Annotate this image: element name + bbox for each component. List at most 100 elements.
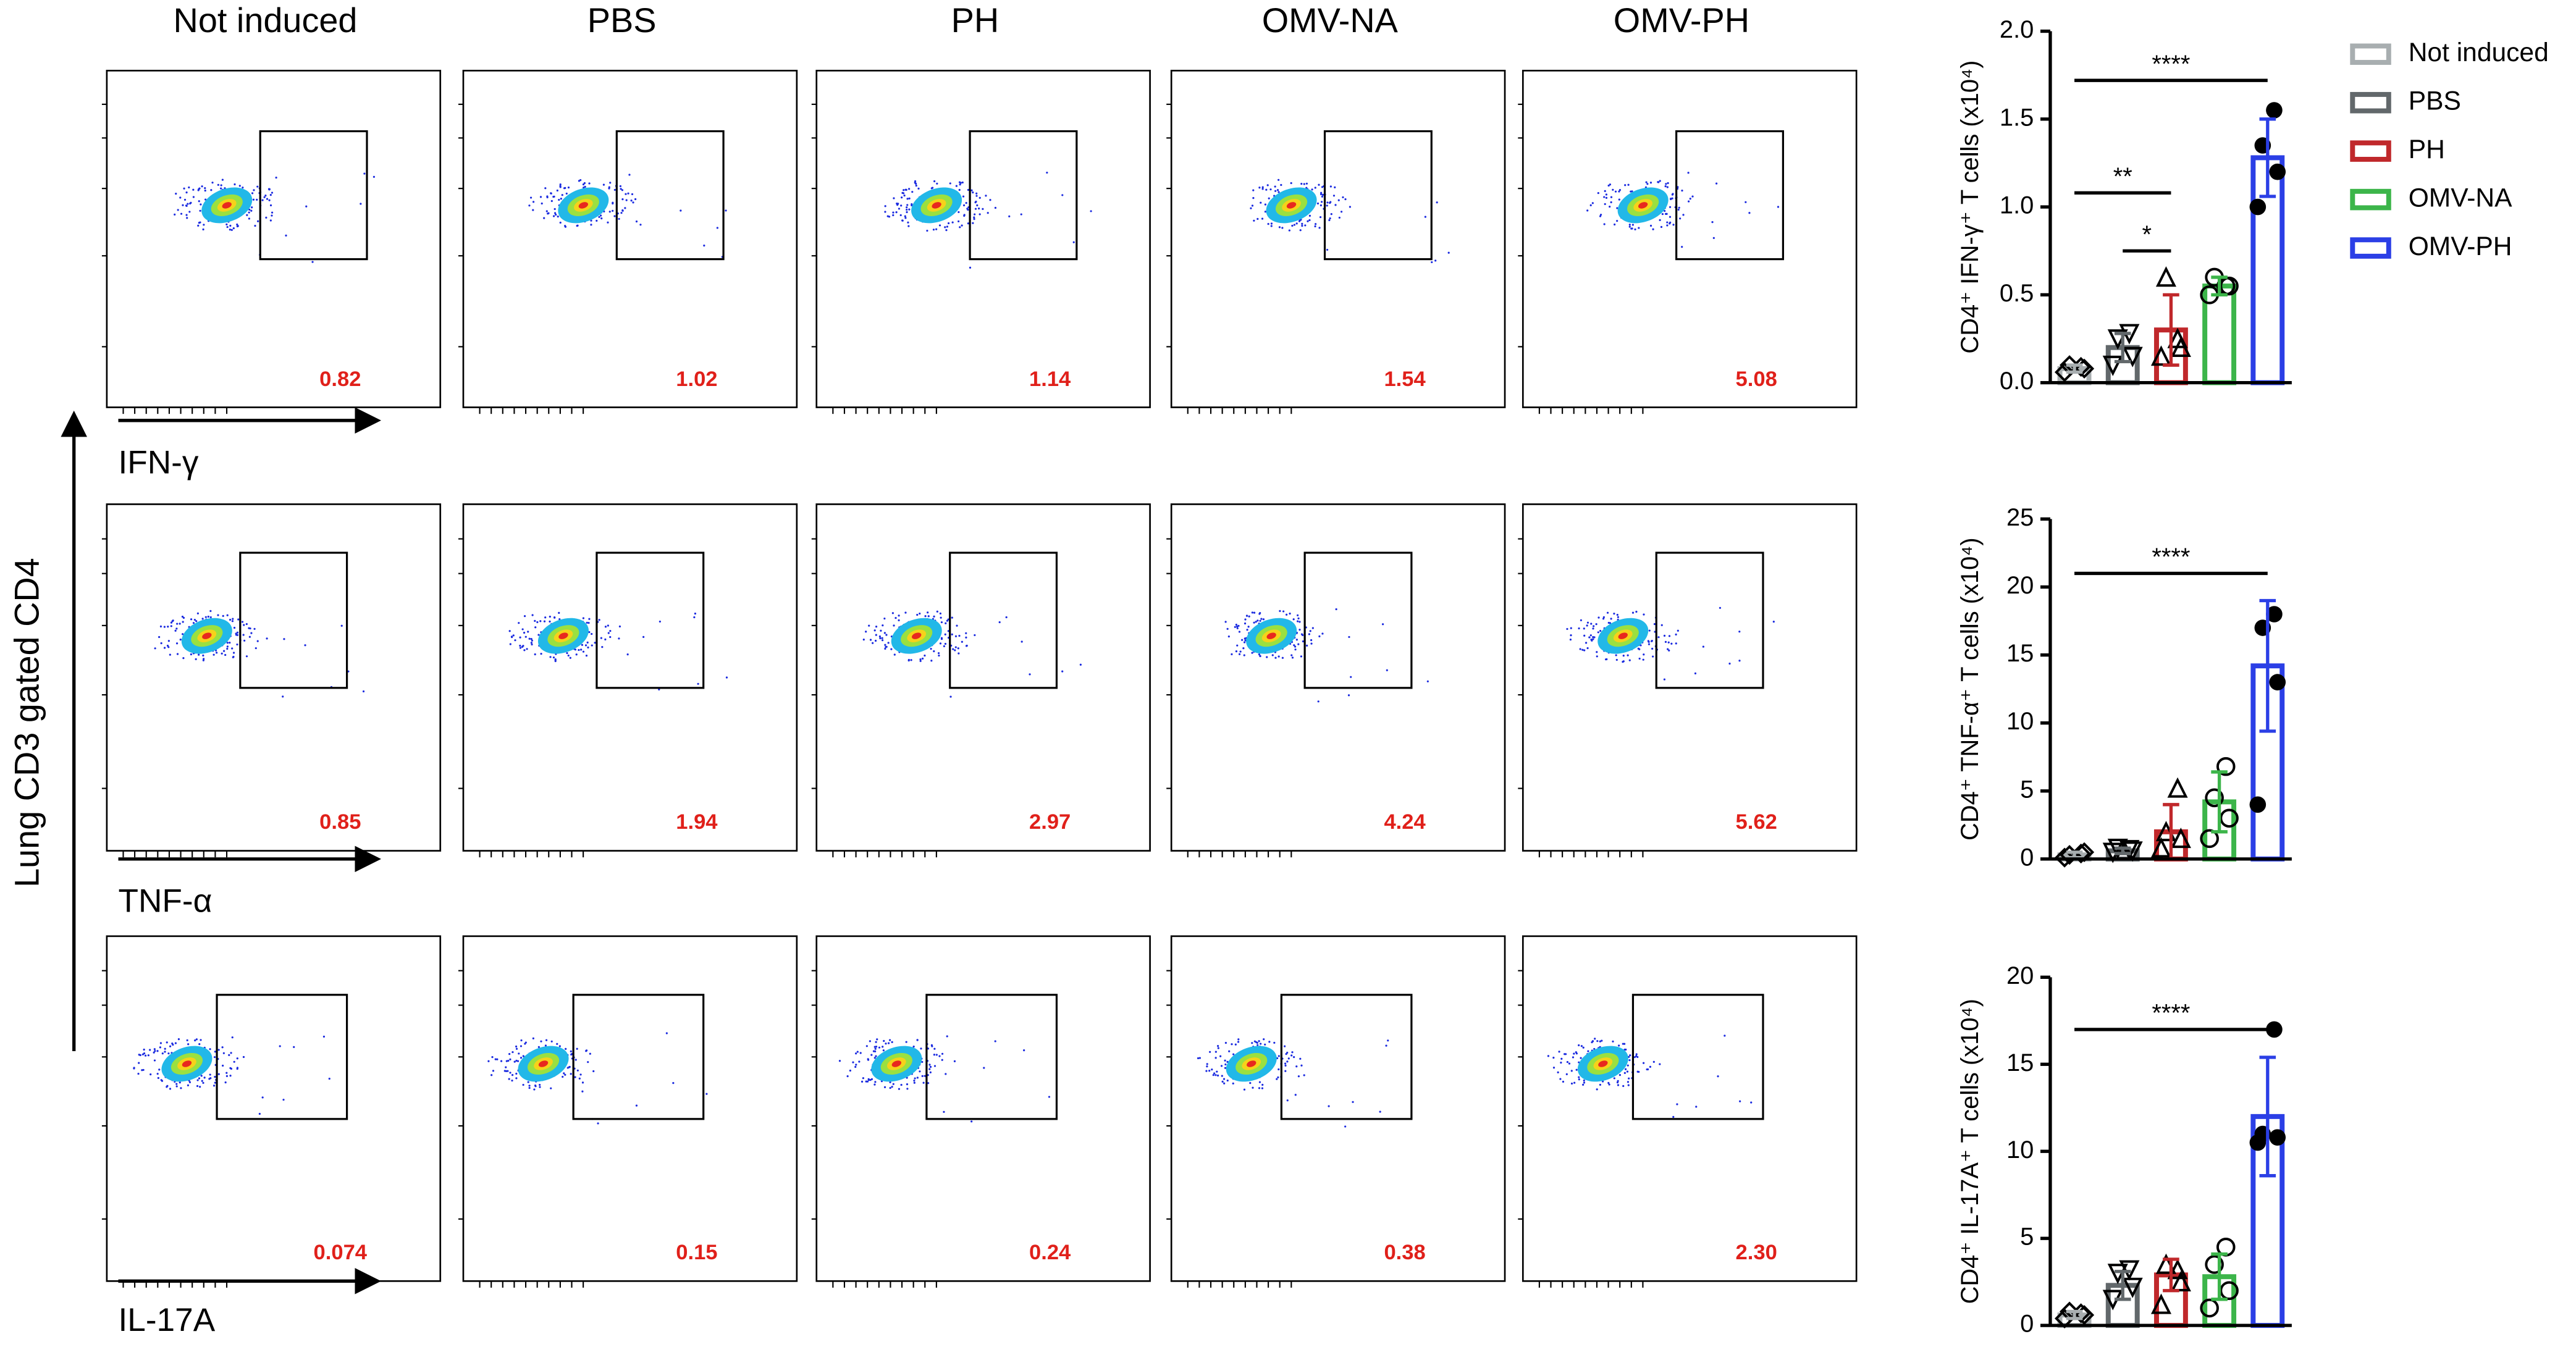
event-dot — [1672, 1115, 1675, 1118]
event-dot — [1602, 618, 1605, 620]
y-axis-label: CD4⁺ IFN-γ⁺ T cells (x10⁴) — [1956, 61, 1984, 354]
event-dot — [167, 640, 170, 642]
event-dot — [1292, 618, 1295, 621]
event-dot — [581, 1090, 584, 1093]
event-dot — [944, 642, 947, 645]
event-dot — [1596, 1088, 1598, 1091]
event-dot — [1290, 654, 1293, 657]
data-point — [2200, 1298, 2219, 1318]
event-dot — [158, 636, 161, 639]
event-dot — [166, 1041, 168, 1044]
event-dot — [509, 1058, 511, 1060]
event-dot — [1675, 642, 1677, 645]
event-dot — [1586, 647, 1589, 650]
event-dot — [1277, 1055, 1280, 1057]
marker-label: IL-17A — [119, 1302, 216, 1338]
event-dot — [201, 1080, 203, 1082]
event-dot — [560, 198, 562, 200]
event-dot — [1289, 612, 1291, 615]
event-dot — [1334, 186, 1336, 188]
event-dot — [989, 199, 991, 201]
event-dot — [866, 1080, 869, 1083]
event-dot — [1338, 216, 1341, 219]
event-dot — [904, 188, 907, 191]
event-dot — [907, 225, 910, 227]
event-dot — [1224, 1067, 1227, 1069]
column-title: OMV-PH — [1614, 1, 1749, 40]
event-dot — [177, 1038, 180, 1041]
event-dot — [133, 1067, 135, 1070]
event-dot — [522, 1083, 524, 1086]
event-dot — [147, 1054, 149, 1057]
event-dot — [201, 618, 204, 620]
event-dot — [203, 658, 205, 660]
event-dot — [582, 650, 585, 653]
event-dot — [1342, 196, 1344, 199]
event-dot — [1308, 214, 1311, 217]
event-dot — [882, 1049, 885, 1052]
event-dot — [1623, 1072, 1626, 1074]
event-dot — [1270, 222, 1273, 225]
event-dot — [174, 629, 177, 632]
event-dot — [933, 1047, 936, 1050]
event-dot — [283, 638, 285, 640]
event-dot — [1646, 183, 1649, 185]
event-dot — [943, 1110, 945, 1113]
event-dot — [1304, 224, 1307, 227]
event-dot — [625, 199, 628, 201]
flow-panel — [106, 503, 442, 852]
event-dot — [236, 1067, 239, 1069]
event-dot — [188, 186, 190, 189]
event-dot — [1315, 223, 1317, 225]
event-dot — [914, 1077, 916, 1080]
event-dot — [587, 621, 590, 624]
event-dot — [1236, 644, 1239, 647]
bar — [2202, 283, 2237, 385]
event-dot — [1583, 627, 1585, 630]
event-dot — [1282, 610, 1285, 613]
event-dot — [1586, 624, 1588, 627]
event-dot — [1660, 225, 1663, 229]
event-dot — [1320, 204, 1322, 207]
y-tick-label: 0.5 — [2000, 280, 2034, 307]
event-dot — [248, 636, 251, 638]
event-dot — [203, 224, 205, 226]
event-dot — [269, 219, 272, 222]
event-dot — [232, 227, 235, 230]
event-dot — [496, 1058, 499, 1060]
event-dot — [581, 644, 584, 646]
event-dot — [529, 196, 532, 199]
event-dot — [1300, 655, 1303, 658]
event-dot — [202, 228, 204, 231]
event-dot — [271, 211, 274, 214]
event-dot — [1285, 1053, 1287, 1055]
event-dot — [1262, 618, 1265, 621]
event-dot — [915, 182, 917, 185]
event-dot — [269, 194, 272, 196]
event-dot — [1300, 183, 1303, 185]
event-dot — [544, 1044, 547, 1047]
event-dot — [973, 218, 975, 220]
event-dot — [600, 217, 603, 220]
event-dot — [1669, 221, 1672, 224]
event-dot — [180, 1087, 182, 1089]
data-point — [2122, 346, 2143, 367]
event-dot — [974, 213, 976, 216]
event-dot — [1337, 199, 1340, 201]
event-dot — [889, 1081, 891, 1084]
event-dot — [562, 1075, 564, 1078]
event-dot — [1613, 612, 1615, 615]
event-dot — [231, 647, 234, 650]
event-dot — [583, 182, 586, 185]
event-dot — [970, 189, 973, 191]
event-dot — [1616, 1081, 1619, 1084]
event-dot — [232, 655, 235, 658]
event-dot — [1629, 1054, 1631, 1057]
event-dot — [889, 1086, 891, 1089]
event-dot — [1670, 642, 1673, 645]
event-dot — [1599, 214, 1602, 216]
event-dot — [1587, 1050, 1589, 1052]
event-dot — [266, 637, 268, 640]
event-dot — [1214, 1074, 1217, 1076]
event-dot — [1226, 627, 1229, 630]
